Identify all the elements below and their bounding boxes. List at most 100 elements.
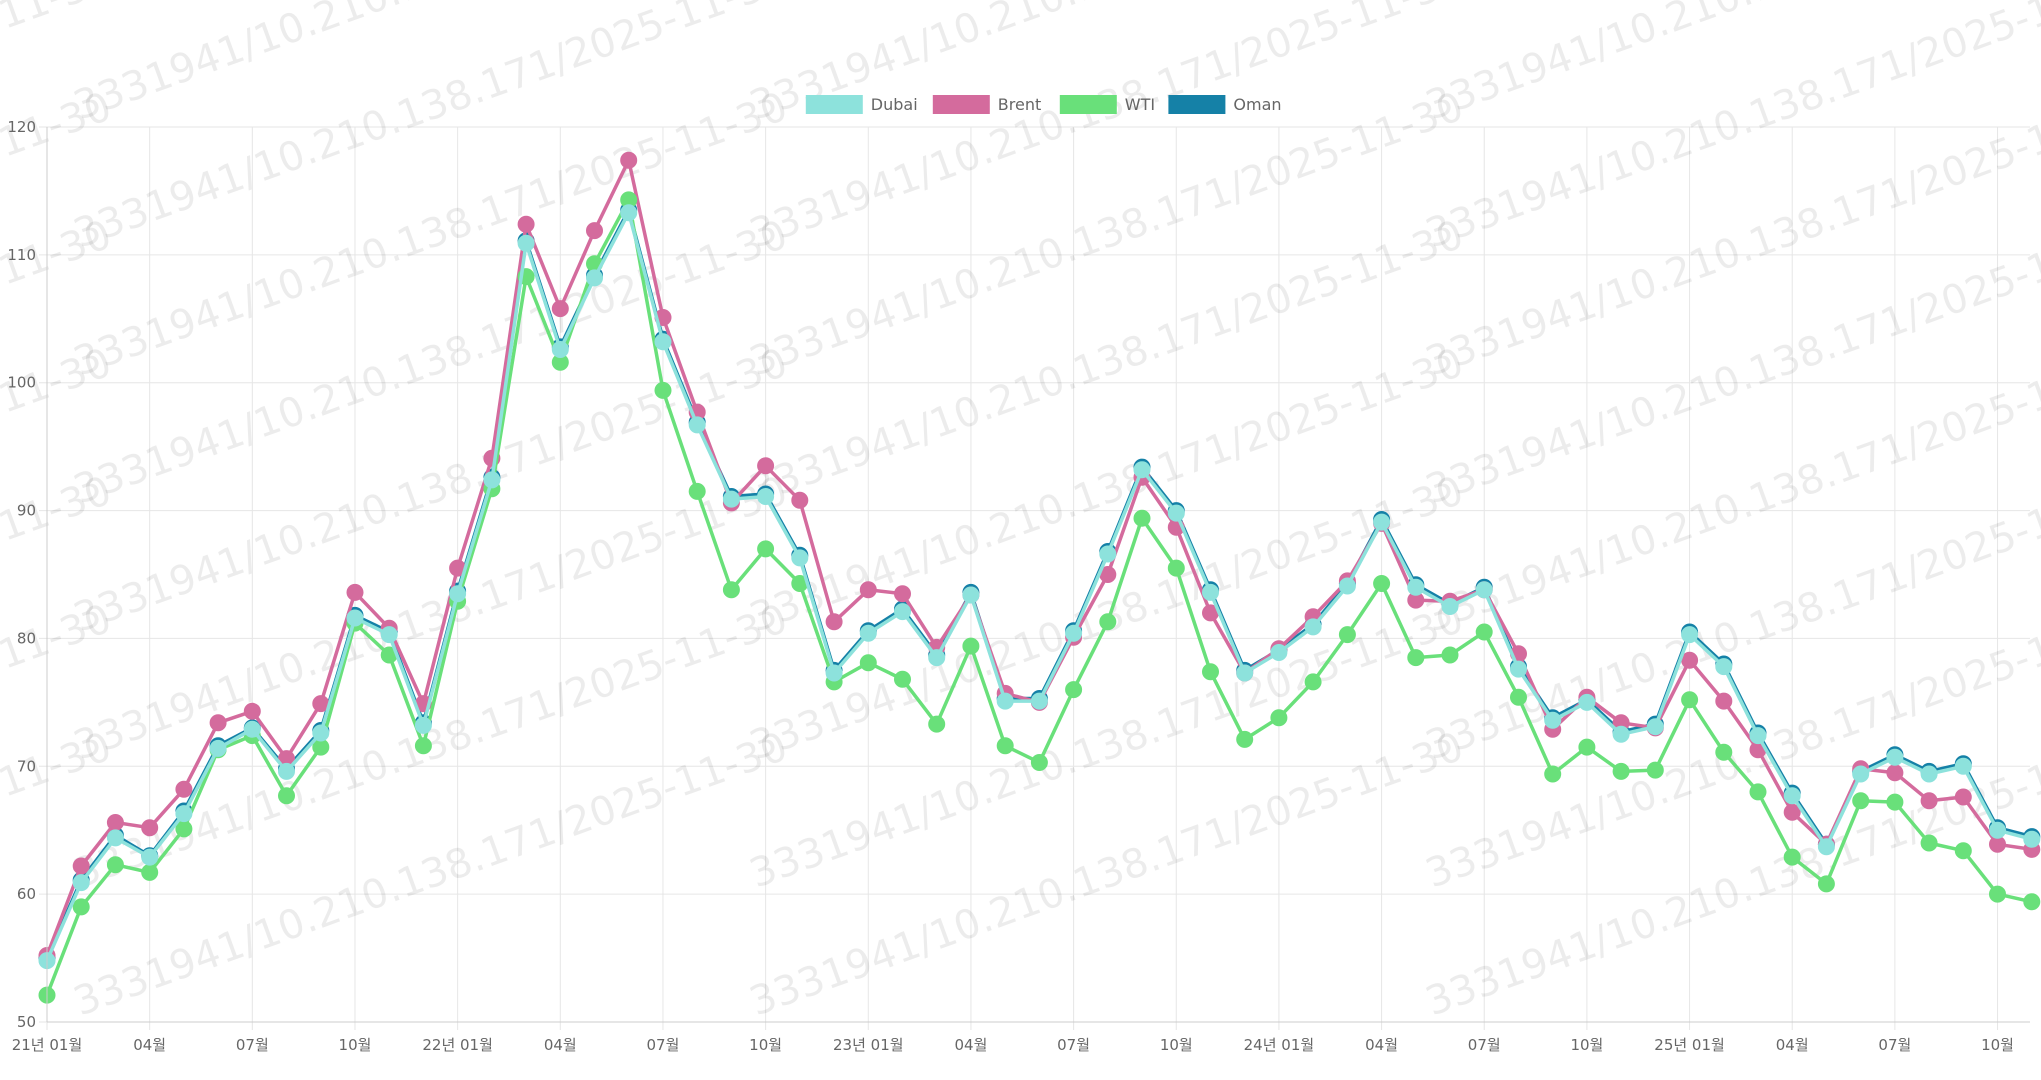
data-point-dubai[interactable] [2023,830,2041,848]
data-point-dubai[interactable] [1817,838,1835,856]
data-point-dubai[interactable] [1236,664,1254,682]
data-point-wti[interactable] [1407,649,1425,667]
data-point-dubai[interactable] [517,234,535,252]
data-point-dubai[interactable] [1441,598,1459,615]
data-point-wti[interactable] [1510,688,1527,706]
data-point-dubai[interactable] [1338,577,1356,595]
data-point-wti[interactable] [1475,623,1493,641]
data-point-wti[interactable] [1338,626,1356,644]
data-point-wti[interactable] [1304,673,1322,691]
data-point-dubai[interactable] [1065,624,1083,642]
legend[interactable]: Dubai Brent WTI Oman [805,95,1282,114]
data-point-dubai[interactable] [1646,718,1664,736]
data-point-dubai[interactable] [312,724,330,742]
data-point-wti[interactable] [1852,792,1870,810]
data-point-dubai[interactable] [1749,727,1767,745]
data-point-dubai[interactable] [414,716,432,734]
legend-item-brent[interactable]: Brent [932,95,1041,114]
data-point-wti[interactable] [962,637,980,655]
data-point-brent[interactable] [1886,764,1904,782]
data-point-dubai[interactable] [825,664,843,682]
data-point-dubai[interactable] [1407,578,1425,596]
data-point-dubai[interactable] [1475,581,1493,599]
data-point-wti[interactable] [414,737,432,755]
data-point-dubai[interactable] [1202,583,1219,601]
data-point-brent[interactable] [346,583,364,601]
data-point-dubai[interactable] [1715,658,1733,676]
data-point-dubai[interactable] [1989,821,2006,839]
data-point-dubai[interactable] [688,416,706,434]
data-point-dubai[interactable] [859,624,877,642]
data-point-brent[interactable] [551,300,569,318]
data-point-dubai[interactable] [1133,461,1151,479]
data-point-dubai[interactable] [551,341,569,358]
data-point-brent[interactable] [1920,792,1938,810]
data-point-dubai[interactable] [962,586,980,604]
data-point-wti[interactable] [2023,893,2041,911]
data-point-wti[interactable] [688,482,706,500]
data-point-dubai[interactable] [1030,692,1048,710]
data-point-brent[interactable] [586,222,603,240]
data-point-dubai[interactable] [1510,660,1527,678]
data-point-dubai[interactable] [1783,787,1801,805]
data-point-dubai[interactable] [141,848,159,866]
data-point-dubai[interactable] [1852,765,1870,783]
data-point-wti[interactable] [1817,875,1835,893]
data-point-brent[interactable] [859,581,877,599]
data-point-wti[interactable] [996,737,1014,755]
data-point-wti[interactable] [859,654,877,672]
data-point-wti[interactable] [1202,663,1219,681]
data-point-wti[interactable] [1954,842,1972,860]
data-point-dubai[interactable] [1954,757,1972,775]
data-point-dubai[interactable] [175,805,193,823]
data-point-brent[interactable] [243,702,261,720]
data-point-dubai[interactable] [928,649,946,667]
data-point-wti[interactable] [928,715,946,733]
data-point-wti[interactable] [1681,691,1699,709]
data-point-dubai[interactable] [586,269,603,287]
legend-item-dubai[interactable]: Dubai [805,95,918,114]
legend-item-oman[interactable]: Oman [1168,95,1282,114]
data-point-wti[interactable] [1886,793,1904,811]
data-point-wti[interactable] [1270,709,1288,727]
data-point-wti[interactable] [722,581,740,599]
data-point-dubai[interactable] [1544,711,1562,729]
data-point-dubai[interactable] [106,829,124,847]
data-point-dubai[interactable] [1578,693,1596,711]
data-point-wti[interactable] [1030,754,1048,771]
data-point-dubai[interactable] [757,488,775,505]
data-point-wti[interactable] [1989,885,2006,903]
data-point-dubai[interactable] [1373,513,1391,531]
data-point-dubai[interactable] [894,603,911,621]
data-point-wti[interactable] [1441,646,1459,664]
data-point-brent[interactable] [106,814,124,831]
data-point-brent[interactable] [1715,692,1733,710]
data-point-brent[interactable] [209,714,227,732]
data-point-wti[interactable] [1544,765,1562,783]
data-point-dubai[interactable] [1886,748,1904,766]
legend-item-wti[interactable]: WTI [1059,95,1155,114]
data-point-dubai[interactable] [483,471,501,489]
data-point-dubai[interactable] [1167,504,1185,522]
data-point-brent[interactable] [175,780,193,798]
data-point-wti[interactable] [1578,738,1596,756]
data-point-wti[interactable] [1783,848,1801,866]
data-point-wti[interactable] [1099,613,1117,631]
data-point-wti[interactable] [654,381,672,399]
data-point-brent[interactable] [72,857,90,875]
data-point-brent[interactable] [757,457,775,475]
data-point-wti[interactable] [894,670,911,688]
data-point-wti[interactable] [1167,559,1185,577]
data-point-wti[interactable] [1920,834,1938,852]
data-point-dubai[interactable] [620,204,638,222]
data-point-wti[interactable] [1133,509,1151,527]
data-point-dubai[interactable] [1612,725,1630,743]
data-point-dubai[interactable] [346,609,364,627]
data-point-wti[interactable] [1646,761,1664,779]
data-point-wti[interactable] [1612,762,1630,780]
data-point-wti[interactable] [141,863,159,881]
data-point-brent[interactable] [825,613,843,631]
data-point-wti[interactable] [106,856,124,874]
data-point-dubai[interactable] [72,874,90,892]
data-point-brent[interactable] [1783,803,1801,821]
